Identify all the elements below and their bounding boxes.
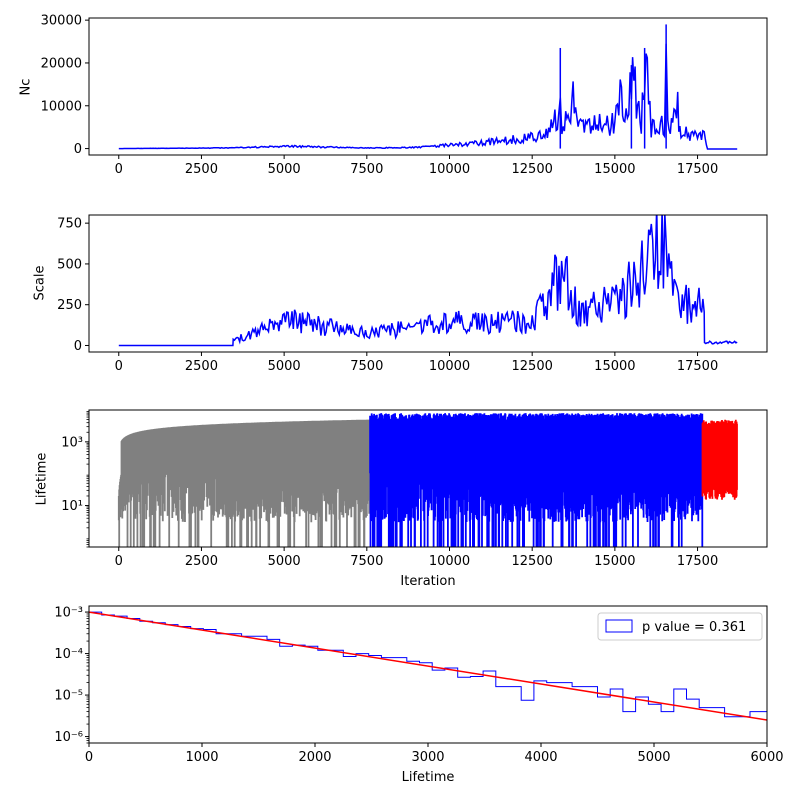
y-tick-label: 750 [57, 217, 82, 232]
x-tick-label: 10000 [429, 554, 470, 569]
x-tick-label: 7500 [350, 554, 383, 569]
x-tick-label: 6000 [750, 750, 783, 765]
x-tick-label: 2500 [185, 359, 218, 374]
axes-frame [88, 605, 768, 744]
x-tick-label: 0 [115, 359, 123, 374]
fit-line [89, 611, 767, 721]
x-tick-label: 0 [115, 162, 123, 177]
x-tick-label: 17500 [677, 162, 718, 177]
x-tick-label: 0 [85, 750, 93, 765]
lifetime-series [701, 419, 738, 500]
x-tick-label: 1000 [185, 750, 218, 765]
x-tick-label: 15000 [594, 554, 635, 569]
x-tick-label: 3000 [411, 750, 444, 765]
y-tick-label: 10³ [61, 435, 83, 450]
y-tick-label: 10⁻⁴ [54, 647, 83, 662]
y-tick-label: 20000 [41, 56, 82, 71]
legend: p value = 0.361 [597, 612, 763, 641]
panel-lifetime: 0 2500 5000 7500 10000 12500 15000 1750010¹10³ … [35, 409, 768, 589]
x-tick-label: 15000 [594, 162, 635, 177]
x-tick-label: 17500 [677, 359, 718, 374]
x-tick-label: 7500 [350, 359, 383, 374]
axes-frame [88, 214, 768, 353]
y-tick-label: 10⁻⁵ [54, 689, 83, 704]
x-tick-label: 5000 [268, 554, 301, 569]
nc-series-line [118, 43, 738, 150]
x-tick-label: 5000 [268, 359, 301, 374]
y-tick-label: 10¹ [61, 499, 83, 514]
axes-frame [88, 17, 768, 156]
x-tick-label: 12500 [512, 359, 553, 374]
panel-nc: 0 2500 5000 7500 10000 12500 15000 17500 0 10000 2… [19, 14, 768, 177]
x-tick-label: 5000 [268, 162, 301, 177]
panel-scale: 0 2500 5000 7500 10000 12500 15000 17500 0 250 500… [33, 214, 768, 374]
x-tick-label: 2000 [298, 750, 331, 765]
x-tick-label: 0 [115, 554, 123, 569]
y-tick-label: 10000 [41, 99, 82, 114]
x-tick-label: 10000 [429, 359, 470, 374]
scale-series-line [118, 215, 738, 347]
x-tick-label: 2500 [185, 554, 218, 569]
y-tick-label: 0 [74, 339, 82, 354]
x-tick-label: 12500 [512, 554, 553, 569]
y-tick-label: 10⁻⁶ [54, 730, 83, 745]
y-axis-label: Scale [33, 266, 48, 301]
y-tick-label: 10⁻³ [54, 606, 83, 621]
legend-box [597, 612, 763, 641]
y-tick-label: 250 [57, 298, 82, 313]
x-tick-label: 4000 [524, 750, 557, 765]
y-axis-label: Nc [19, 79, 34, 96]
x-tick-label: 10000 [429, 162, 470, 177]
panel-histogram: 0 1000 2000 3000 4000 5000 6000 10⁻⁶ 10⁻⁵ 10⁻⁴ 10⁻… [54, 605, 784, 785]
x-tick-label: 15000 [594, 359, 635, 374]
x-tick-label: 7500 [350, 162, 383, 177]
x-tick-label: 17500 [677, 554, 718, 569]
x-axis-label: Lifetime [402, 770, 455, 785]
lifetime-series [117, 419, 371, 547]
lifetime-series [369, 413, 704, 547]
x-axis-label: Iteration [400, 574, 455, 589]
y-tick-label: 0 [74, 142, 82, 157]
legend-label: p value = 0.361 [642, 620, 746, 635]
x-tick-label: 12500 [512, 162, 553, 177]
y-tick-label: 30000 [41, 14, 82, 29]
x-tick-label: 5000 [637, 750, 670, 765]
x-tick-label: 2500 [185, 162, 218, 177]
legend-swatch [605, 619, 633, 633]
axes-frame [88, 409, 768, 548]
y-axis-label: Lifetime [35, 453, 50, 506]
y-tick-label: 500 [57, 257, 82, 272]
